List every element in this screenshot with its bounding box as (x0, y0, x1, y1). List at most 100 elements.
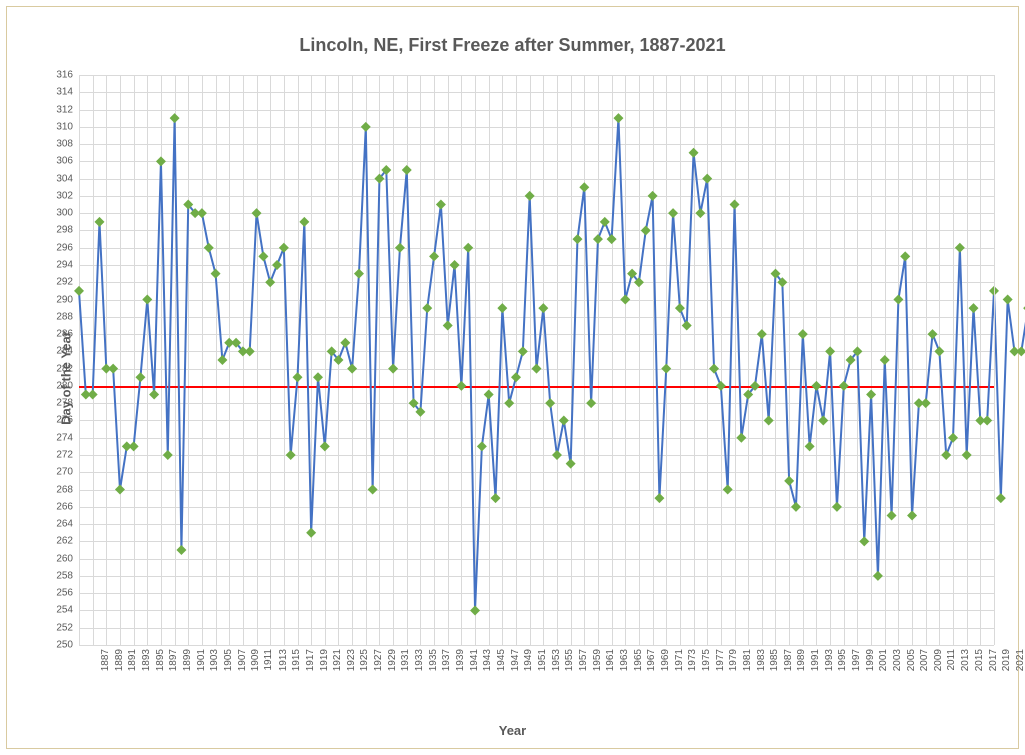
y-tick-label: 250 (56, 640, 79, 651)
data-marker (456, 381, 466, 391)
x-tick-label: 1909 (250, 645, 261, 671)
x-tick-label: 1927 (373, 645, 384, 671)
y-tick-label: 260 (56, 553, 79, 564)
data-marker (839, 381, 849, 391)
data-marker (279, 243, 289, 253)
y-tick-label: 310 (56, 121, 79, 132)
data-marker (518, 346, 528, 356)
data-marker (258, 251, 268, 261)
data-marker (293, 372, 303, 382)
x-tick-label: 1945 (496, 645, 507, 671)
data-marker (340, 338, 350, 348)
y-tick-label: 296 (56, 242, 79, 253)
y-tick-label: 254 (56, 605, 79, 616)
x-tick-label: 2003 (892, 645, 903, 671)
x-tick-label: 2013 (960, 645, 971, 671)
data-marker (791, 502, 801, 512)
data-marker (1003, 295, 1013, 305)
data-marker (941, 450, 951, 460)
x-tick-label: 1979 (728, 645, 739, 671)
data-marker (115, 485, 125, 495)
data-marker (675, 303, 685, 313)
data-marker (470, 605, 480, 615)
x-tick-label: 1913 (277, 645, 288, 671)
y-tick-label: 278 (56, 398, 79, 409)
x-tick-label: 1917 (305, 645, 316, 671)
x-tick-label: 1993 (824, 645, 835, 671)
data-marker (682, 320, 692, 330)
data-marker (552, 450, 562, 460)
x-tick-label: 1943 (482, 645, 493, 671)
data-marker (928, 329, 938, 339)
chart-title: Lincoln, NE, First Freeze after Summer, … (7, 35, 1018, 56)
x-tick-label: 1923 (346, 645, 357, 671)
x-tick-label: 1907 (236, 645, 247, 671)
data-marker (661, 364, 671, 374)
y-tick-label: 270 (56, 467, 79, 478)
data-marker (784, 476, 794, 486)
data-marker (525, 191, 535, 201)
x-tick-label: 1953 (550, 645, 561, 671)
data-marker (641, 225, 651, 235)
data-marker (306, 528, 316, 538)
data-marker (484, 390, 494, 400)
x-tick-label: 1931 (400, 645, 411, 671)
data-marker (900, 251, 910, 261)
x-tick-label: 1991 (810, 645, 821, 671)
data-marker (463, 243, 473, 253)
x-tick-label: 1965 (632, 645, 643, 671)
x-tick-label: 1951 (537, 645, 548, 671)
gridline-vertical (994, 75, 995, 645)
y-tick-label: 300 (56, 208, 79, 219)
data-marker (736, 433, 746, 443)
data-marker (620, 295, 630, 305)
data-marker (907, 510, 917, 520)
y-tick-label: 284 (56, 346, 79, 357)
data-marker (832, 502, 842, 512)
y-tick-label: 274 (56, 432, 79, 443)
x-tick-label: 1925 (359, 645, 370, 671)
data-marker (388, 364, 398, 374)
data-marker (170, 113, 180, 123)
x-tick-label: 2007 (919, 645, 930, 671)
data-marker (716, 381, 726, 391)
data-marker (450, 260, 460, 270)
data-marker (559, 415, 569, 425)
x-tick-label: 1905 (223, 645, 234, 671)
y-tick-label: 264 (56, 519, 79, 530)
y-axis-label: Day of the Year (58, 331, 73, 425)
x-tick-label: 1919 (318, 645, 329, 671)
x-tick-label: 1947 (509, 645, 520, 671)
x-tick-label: 1999 (865, 645, 876, 671)
data-marker (607, 234, 617, 244)
y-tick-label: 290 (56, 294, 79, 305)
data-marker (893, 295, 903, 305)
data-marker (600, 217, 610, 227)
x-tick-label: 1935 (428, 645, 439, 671)
y-tick-label: 282 (56, 363, 79, 374)
data-marker (962, 450, 972, 460)
y-tick-label: 268 (56, 484, 79, 495)
data-marker (156, 156, 166, 166)
data-marker (730, 200, 740, 210)
x-tick-label: 1893 (141, 645, 152, 671)
data-marker (955, 243, 965, 253)
y-tick-label: 266 (56, 501, 79, 512)
data-marker (313, 372, 323, 382)
data-marker (347, 364, 357, 374)
y-tick-label: 314 (56, 87, 79, 98)
x-tick-label: 2011 (946, 645, 957, 671)
x-tick-label: 1915 (291, 645, 302, 671)
data-marker (921, 398, 931, 408)
data-marker (504, 398, 514, 408)
x-tick-label: 1911 (263, 645, 274, 671)
x-tick-label: 1895 (154, 645, 165, 671)
data-marker (149, 390, 159, 400)
data-marker (129, 441, 139, 451)
plot-area: 2502522542562582602622642662682702722742… (79, 75, 994, 645)
data-marker (204, 243, 214, 253)
data-marker (402, 165, 412, 175)
x-tick-label: 2015 (974, 645, 985, 671)
data-marker (648, 191, 658, 201)
gridline-horizontal (79, 645, 994, 646)
